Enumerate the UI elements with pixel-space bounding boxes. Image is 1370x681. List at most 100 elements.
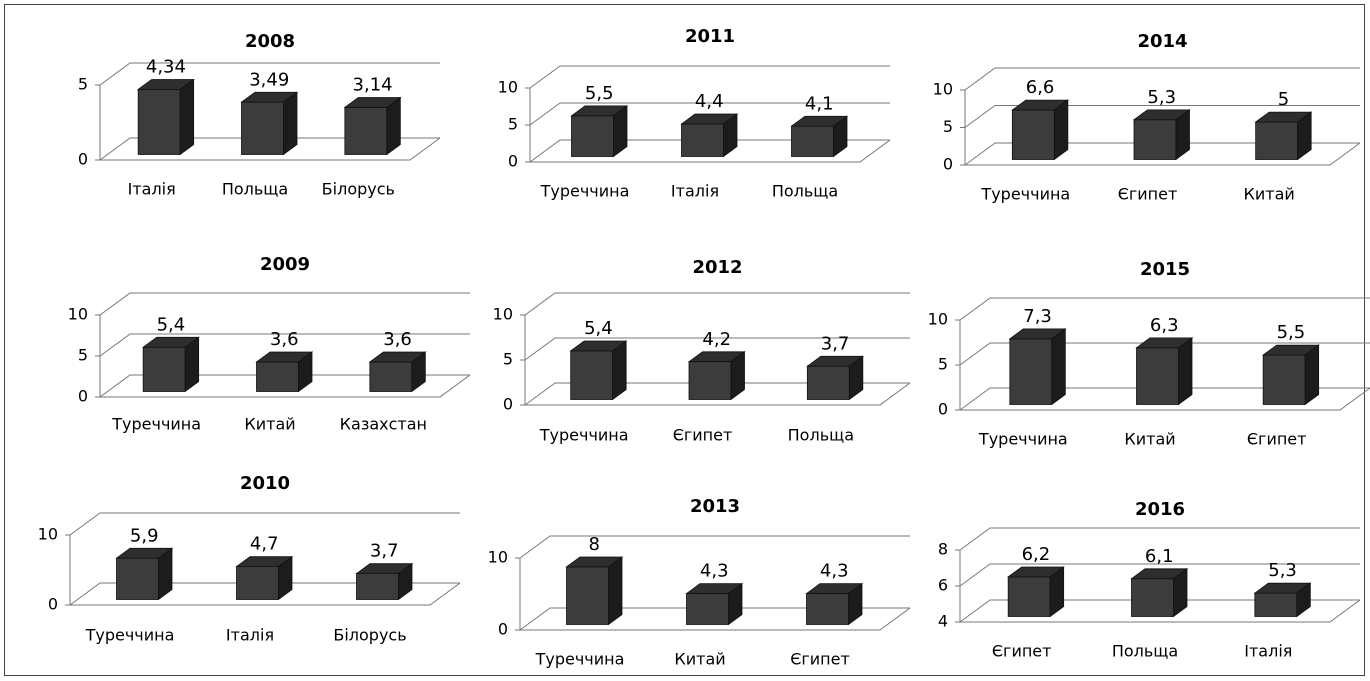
floor: [960, 387, 1370, 411]
grid-line: [964, 67, 1360, 91]
bar-side: [1175, 109, 1190, 161]
bar-side: [278, 555, 293, 601]
floor: [100, 137, 441, 161]
value-label: 5,3: [1147, 87, 1176, 108]
value-label: 5,3: [1268, 560, 1297, 581]
bar-side: [728, 582, 743, 626]
y-tick-label: 5: [78, 346, 88, 365]
grid-line: [964, 105, 1360, 128]
value-label: 3,14: [353, 75, 393, 96]
bar: [1255, 121, 1299, 160]
x-tick-label: Білорусь: [333, 626, 406, 645]
x-tick-label: Єгипет: [992, 642, 1052, 661]
chart-title: 2010: [240, 473, 290, 494]
bar-side: [411, 351, 426, 393]
grid-line: [959, 342, 1370, 366]
chart-title: 2013: [690, 496, 740, 517]
value-label: 6,2: [1022, 544, 1051, 565]
grid-line: [529, 102, 890, 126]
bar: [236, 566, 279, 600]
x-tick-label: Китай: [1124, 430, 1175, 449]
grid-line: [519, 607, 910, 631]
value-label: 3,6: [383, 329, 412, 350]
value-label: 4,1: [805, 93, 834, 114]
y-tick-label: 10: [68, 305, 88, 324]
y-tick-label: 10: [928, 310, 948, 329]
value-label: 6,3: [1150, 315, 1179, 336]
floor: [965, 142, 1361, 166]
value-label: 4,3: [700, 561, 729, 582]
x-tick-label: Єгипет: [1118, 185, 1178, 204]
bar-side: [613, 105, 628, 158]
bar-side: [158, 547, 173, 601]
y-tick-label: 0: [938, 400, 948, 419]
x-tick-label: Туреччина: [111, 415, 201, 434]
bar: [1131, 578, 1174, 617]
grid-line: [524, 337, 910, 361]
bar-side: [1173, 568, 1188, 618]
floor: [100, 374, 471, 398]
y-tick-label: 0: [78, 150, 88, 169]
chart-title: 2011: [685, 26, 735, 47]
bar-side: [848, 355, 864, 401]
value-label: 4,34: [146, 57, 186, 78]
x-tick-label: Китай: [244, 415, 295, 434]
bar-side: [730, 351, 745, 401]
y-tick-label: 10: [933, 80, 953, 99]
y-tick-label: 5: [78, 75, 88, 94]
bar-side: [1051, 328, 1066, 406]
x-tick-label: Італія: [226, 626, 274, 645]
bar-side: [723, 113, 738, 158]
value-label: 4,3: [820, 561, 849, 582]
x-tick-label: Туреччина: [85, 626, 175, 645]
y-tick-label: 6: [938, 576, 948, 595]
grid-line: [99, 374, 470, 398]
x-tick-label: Італія: [1244, 642, 1292, 661]
chart-title: 2015: [1140, 259, 1190, 280]
bar-side: [1297, 111, 1312, 161]
bar: [1254, 592, 1298, 617]
x-tick-label: Туреччина: [540, 182, 630, 201]
bar-side: [386, 96, 401, 156]
bar: [369, 361, 413, 392]
bar-side: [398, 562, 413, 601]
x-tick-label: Китай: [1244, 185, 1295, 204]
y-tick-label: 5: [503, 350, 513, 369]
bar-side: [1296, 582, 1311, 618]
y-tick-label: 10: [38, 525, 58, 544]
grid-line: [99, 292, 470, 316]
y-tick-label: 5: [943, 117, 953, 136]
x-tick-label: Туреччина: [980, 185, 1070, 204]
bar-side: [1178, 337, 1193, 406]
value-label: 5,4: [157, 314, 186, 335]
x-tick-label: Казахстан: [340, 415, 427, 434]
bar-side: [1053, 99, 1069, 161]
floor: [520, 607, 911, 631]
bar-side: [833, 115, 848, 158]
bar: [806, 365, 850, 400]
value-label: 4,4: [695, 91, 724, 112]
bar: [570, 350, 614, 400]
value-label: 5,9: [130, 525, 159, 546]
x-tick-label: Польща: [788, 426, 854, 445]
bar: [1007, 576, 1051, 617]
grid-line: [959, 563, 1360, 587]
y-tick-label: 10: [498, 78, 518, 97]
chart-title: 2016: [1135, 499, 1185, 520]
grid-line: [99, 62, 440, 86]
floor: [960, 599, 1361, 623]
y-tick-label: 8: [938, 540, 948, 559]
bar-side: [298, 351, 313, 393]
value-label: 3,49: [249, 69, 289, 90]
grid-line: [69, 512, 460, 536]
y-tick-label: 5: [938, 355, 948, 374]
x-tick-label: Туреччина: [539, 426, 629, 445]
x-tick-label: Туреччина: [535, 650, 625, 669]
x-tick-label: Китай: [674, 650, 725, 669]
bar-side: [179, 78, 195, 156]
y-tick-label: 0: [508, 152, 518, 171]
chart-title: 2008: [245, 31, 295, 52]
bar: [1136, 347, 1179, 405]
bar: [1011, 109, 1055, 160]
